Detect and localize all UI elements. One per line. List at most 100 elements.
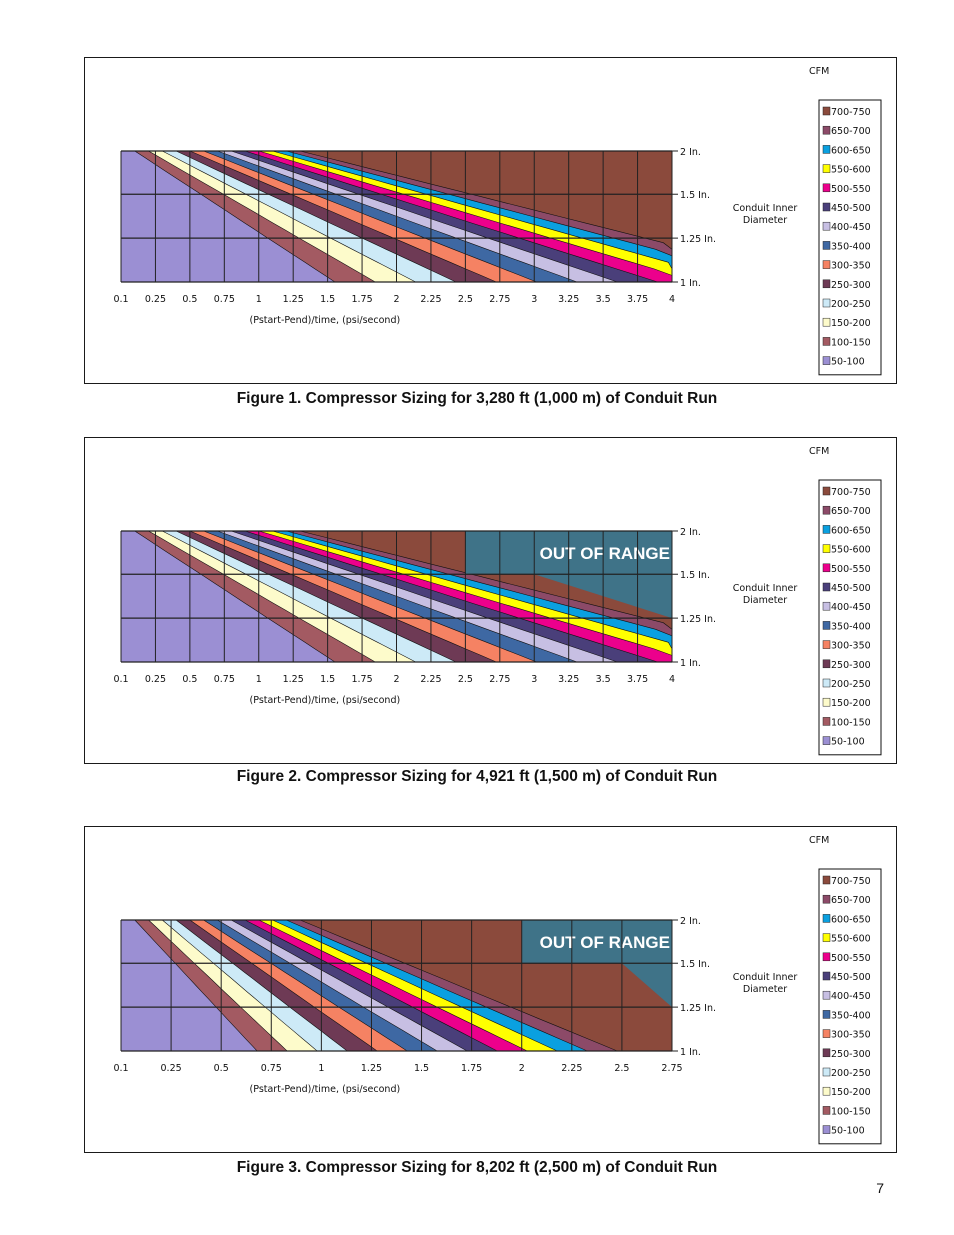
x-tick-label: 1.75 (351, 674, 372, 685)
x-tick-label: 3.5 (596, 294, 611, 305)
x-tick-label: 3.75 (627, 674, 648, 685)
y-axis-label-line1: Conduit Inner (733, 972, 798, 983)
legend-entry-label: 400-450 (831, 602, 871, 613)
legend-swatch (822, 894, 831, 904)
legend-entry-label: 400-450 (831, 991, 871, 1002)
legend-swatch (822, 933, 831, 942)
x-tick-label: 0.1 (113, 674, 128, 685)
x-tick-label: 3.25 (558, 674, 579, 685)
legend-swatch (822, 525, 831, 534)
plot-area (120, 150, 673, 283)
x-tick-label: 1.75 (461, 1063, 482, 1074)
figure-1-panel: 0.1 0.25 0.5 0.75 1 1.25 1.5 1.75 2 2.25 2.5 2.75 3 3… (84, 57, 897, 384)
legend-swatch (822, 1029, 831, 1038)
legend-entry-label: 600-650 (831, 914, 871, 925)
x-tick-label: 0.25 (145, 674, 166, 685)
y-tick-label: 1 In. (680, 278, 701, 289)
legend-entry-label: 150-200 (831, 1087, 871, 1098)
legend-swatch (822, 337, 831, 346)
figure-1-chart: 0.1 0.25 0.5 0.75 1 1.25 1.5 1.75 2 2.25 2.5 2.75 3 3… (113, 66, 882, 376)
x-tick-label: 0.25 (145, 294, 166, 305)
x-tick-label: 2 (393, 294, 399, 305)
out-of-range-region-lower (621, 963, 672, 1008)
legend-swatch (822, 659, 831, 669)
legend-swatch (822, 544, 831, 553)
x-axis-label: (Pstart-Pend)/time, (psi/second) (250, 695, 401, 706)
y-tick-label: 1.25 In. (680, 1003, 716, 1014)
legend-entry-label: 450-500 (831, 203, 871, 214)
figure-2-chart: OUT OF RANGE 0.1 0.25 0.5 0.75 1 1.25 1.5 1.75 2 2… (113, 446, 882, 756)
out-of-range-region (521, 920, 672, 964)
legend-entry-label: 50-100 (831, 357, 865, 368)
x-tick-label: 3.75 (627, 294, 648, 305)
legend-entry-label: 350-400 (831, 241, 871, 252)
x-tick-label: 1.5 (320, 294, 335, 305)
x-tick-label: 1 (256, 674, 262, 685)
legend-swatch (822, 971, 831, 981)
legend-title: CFM (809, 66, 829, 77)
plot-area: OUT OF RANGE (120, 530, 673, 663)
y-tick-label: 1.25 In. (680, 614, 716, 625)
legend-entry-label: 200-250 (831, 1068, 871, 1079)
y-tick-label: 1.5 In. (680, 190, 710, 201)
x-tick-label: 2.75 (489, 294, 510, 305)
legend-entry-label: 500-550 (831, 564, 871, 575)
y-tick-label: 1.5 In. (680, 570, 710, 581)
x-tick-label: 2.75 (661, 1063, 682, 1074)
x-tick-label: 3.5 (596, 674, 611, 685)
legend-swatch (822, 145, 831, 154)
legend-swatch (822, 221, 831, 231)
x-tick-label: 2 (519, 1063, 525, 1074)
legend-box (818, 99, 882, 376)
legend-entry-label: 50-100 (831, 737, 865, 748)
figure-3-caption: Figure 3. Compressor Sizing for 8,202 ft… (236, 1159, 718, 1176)
y-tick-label: 1.25 In. (680, 234, 716, 245)
legend-swatch (822, 697, 831, 707)
legend-entry-label: 550-600 (831, 934, 871, 945)
x-tick-label: 1.25 (361, 1063, 382, 1074)
x-tick-label: 1.5 (414, 1063, 429, 1074)
legend-entry-label: 550-600 (831, 165, 871, 176)
legend-entry-label: 350-400 (831, 621, 871, 632)
legend-swatch (822, 1048, 831, 1058)
legend-swatch (822, 736, 831, 745)
legend-swatch (822, 914, 831, 923)
legend-swatch (822, 279, 831, 289)
figure-3-chart: OUT OF RANGE 0.1 0.25 0.5 0.75 1 1.25 1.5 1.75 2 2… (113, 835, 882, 1145)
x-tick-label: 0.5 (182, 294, 197, 305)
legend-entry-label: 450-500 (831, 583, 871, 594)
x-tick-label: 4 (669, 294, 675, 305)
legend-swatch (822, 640, 831, 649)
figure-2-caption: Figure 2. Compressor Sizing for 4,921 ft… (236, 768, 718, 785)
x-tick-label: 2.25 (420, 674, 441, 685)
y-tick-label: 2 In. (680, 147, 701, 158)
legend-entry-label: 250-300 (831, 660, 871, 671)
legend-swatch (822, 990, 831, 1000)
legend-swatch (822, 875, 831, 885)
x-tick-label: 4 (669, 674, 675, 685)
legend-entry-label: 300-350 (831, 1030, 871, 1041)
figure-3-panel: OUT OF RANGE 0.1 0.25 0.5 0.75 1 1.25 1.5 1.75 2 2… (84, 826, 897, 1153)
legend-entry-label: 100-150 (831, 1106, 871, 1117)
x-tick-label: 3.25 (558, 294, 579, 305)
legend-swatch (822, 505, 831, 515)
x-tick-label: 2.5 (458, 674, 473, 685)
legend-entry-label: 700-750 (831, 487, 871, 498)
legend-entry-label: 100-150 (831, 717, 871, 728)
legend-entry-label: 650-700 (831, 126, 871, 137)
y-axis-label-line1: Conduit Inner (733, 583, 798, 594)
legend-title: CFM (809, 446, 829, 457)
y-tick-label: 2 In. (680, 527, 701, 538)
legend-entry-label: 700-750 (831, 107, 871, 118)
legend-entry-label: 300-350 (831, 641, 871, 652)
x-axis-label: (Pstart-Pend)/time, (psi/second) (250, 1084, 401, 1095)
legend-box (818, 868, 882, 1145)
page-number: 7 (876, 1180, 884, 1196)
legend-entry-label: 200-250 (831, 299, 871, 310)
x-tick-label: 1 (318, 1063, 324, 1074)
legend-swatch (822, 486, 831, 496)
figure-2-panel: OUT OF RANGE 0.1 0.25 0.5 0.75 1 1.25 1.5 1.75 2 2… (84, 437, 897, 764)
legend-swatch (822, 621, 831, 630)
legend-swatch (822, 1106, 831, 1115)
legend-swatch (822, 582, 831, 592)
